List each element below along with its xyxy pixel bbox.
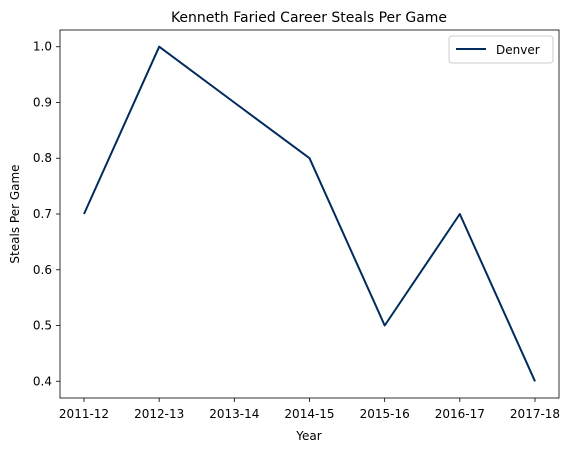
y-axis: 0.4 0.5 0.6 0.7 0.8 0.9 1.0 xyxy=(33,40,60,388)
x-tick-label: 2015-16 xyxy=(360,407,410,421)
legend: Denver xyxy=(448,35,554,64)
x-tick-label: 2014-15 xyxy=(284,407,334,421)
y-tick-label: 0.6 xyxy=(33,263,52,277)
x-tick-label: 2017-18 xyxy=(510,407,560,421)
chart-title: Kenneth Faried Career Steals Per Game xyxy=(171,10,447,26)
legend-box xyxy=(448,35,554,64)
y-tick-label: 0.8 xyxy=(33,151,52,165)
y-tick-label: 0.4 xyxy=(33,374,52,388)
y-axis-label: Steals Per Game xyxy=(8,164,22,263)
y-tick-label: 0.7 xyxy=(33,207,52,221)
series-layer xyxy=(83,45,536,382)
x-tick-label: 2011-12 xyxy=(59,407,109,421)
x-tick-label: 2013-14 xyxy=(209,407,259,421)
series-line-denver xyxy=(83,45,536,382)
legend-label-denver: Denver xyxy=(496,43,540,57)
x-tick-label: 2012-13 xyxy=(134,407,184,421)
y-tick-label: 0.9 xyxy=(33,95,52,109)
x-axis-label: Year xyxy=(295,429,321,443)
y-tick-label: 1.0 xyxy=(33,40,52,54)
x-tick-label: 2016-17 xyxy=(435,407,485,421)
y-tick-label: 0.5 xyxy=(33,319,52,333)
x-axis: 2011-12 2012-13 2013-14 2014-15 2015-16 2016-… xyxy=(59,398,560,421)
plot-area xyxy=(59,29,560,399)
